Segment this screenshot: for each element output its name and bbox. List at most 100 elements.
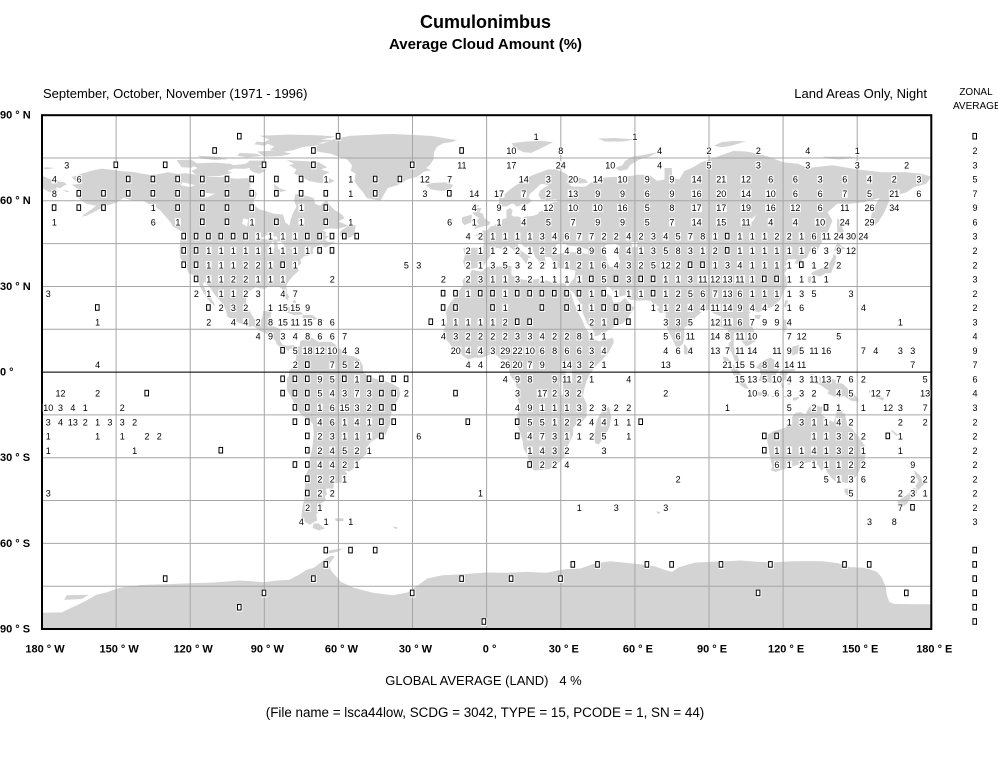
svg-text:1: 1: [52, 217, 57, 227]
svg-text:2: 2: [861, 460, 866, 470]
svg-text:8: 8: [676, 246, 681, 256]
svg-text:2: 2: [466, 275, 471, 285]
svg-text:9: 9: [552, 374, 557, 384]
svg-text:3: 3: [354, 403, 359, 413]
svg-text:2: 2: [638, 260, 643, 270]
svg-text:2: 2: [552, 332, 557, 342]
svg-text:2: 2: [256, 317, 261, 327]
svg-text:3: 3: [490, 346, 495, 356]
svg-text:2: 2: [972, 460, 977, 470]
svg-text:18: 18: [303, 346, 313, 356]
svg-text:4: 4: [472, 203, 477, 213]
svg-text:1: 1: [626, 432, 631, 442]
svg-text:1: 1: [626, 417, 631, 427]
svg-text:9: 9: [305, 303, 310, 313]
svg-text:1: 1: [787, 260, 792, 270]
svg-text:7: 7: [688, 232, 693, 242]
svg-text:1: 1: [46, 446, 51, 456]
svg-text:2: 2: [466, 246, 471, 256]
svg-text:1: 1: [589, 260, 594, 270]
svg-text:6: 6: [77, 175, 82, 185]
svg-text:2: 2: [219, 303, 224, 313]
svg-text:4: 4: [317, 417, 322, 427]
svg-text:1: 1: [249, 217, 254, 227]
svg-text:6: 6: [818, 189, 823, 199]
svg-text:10: 10: [327, 346, 337, 356]
svg-text:1: 1: [243, 246, 248, 256]
svg-text:1: 1: [638, 289, 643, 299]
svg-text:1: 1: [367, 432, 372, 442]
svg-text:10: 10: [766, 189, 776, 199]
svg-text:11: 11: [735, 332, 744, 342]
svg-text:3: 3: [64, 160, 69, 170]
svg-text:9: 9: [540, 360, 545, 370]
svg-text:1: 1: [750, 275, 755, 285]
svg-text:1: 1: [354, 432, 359, 442]
svg-text:3: 3: [688, 275, 693, 285]
svg-text:7: 7: [713, 289, 718, 299]
svg-text:1: 1: [206, 260, 211, 270]
svg-text:10: 10: [568, 203, 578, 213]
svg-text:4: 4: [478, 360, 483, 370]
svg-text:0 °: 0 °: [0, 367, 14, 379]
svg-text:7: 7: [293, 289, 298, 299]
svg-text:11: 11: [809, 374, 818, 384]
svg-text:17: 17: [494, 189, 504, 199]
svg-text:2: 2: [478, 232, 483, 242]
svg-text:9: 9: [620, 217, 625, 227]
svg-text:1: 1: [478, 489, 483, 499]
svg-text:1: 1: [175, 217, 180, 227]
svg-text:6: 6: [811, 232, 816, 242]
svg-text:1: 1: [663, 289, 668, 299]
svg-text:1: 1: [219, 289, 224, 299]
svg-text:6: 6: [645, 189, 650, 199]
svg-text:4: 4: [317, 460, 322, 470]
svg-text:3: 3: [799, 417, 804, 427]
svg-text:15: 15: [290, 303, 300, 313]
svg-text:8: 8: [305, 332, 310, 342]
svg-text:2: 2: [404, 389, 409, 399]
svg-text:1: 1: [774, 446, 779, 456]
svg-text:2: 2: [904, 160, 909, 170]
svg-text:24: 24: [840, 217, 850, 227]
svg-text:9: 9: [737, 303, 742, 313]
svg-text:5: 5: [342, 446, 347, 456]
svg-text:8: 8: [725, 332, 730, 342]
svg-text:7: 7: [521, 189, 526, 199]
svg-text:1: 1: [268, 275, 273, 285]
svg-text:7: 7: [447, 175, 452, 185]
svg-text:2: 2: [892, 175, 897, 185]
svg-text:6: 6: [842, 175, 847, 185]
svg-text:3: 3: [416, 260, 421, 270]
svg-text:15: 15: [735, 360, 745, 370]
svg-text:9: 9: [972, 346, 977, 356]
svg-text:4: 4: [768, 217, 773, 227]
svg-text:1: 1: [632, 132, 637, 142]
svg-text:21: 21: [722, 360, 732, 370]
svg-text:6: 6: [916, 189, 921, 199]
svg-text:2: 2: [713, 246, 718, 256]
svg-text:1: 1: [317, 503, 322, 513]
svg-text:1: 1: [132, 446, 137, 456]
svg-text:1: 1: [787, 460, 792, 470]
svg-text:2: 2: [910, 474, 915, 484]
svg-text:4: 4: [299, 517, 304, 527]
svg-text:7: 7: [972, 360, 977, 370]
svg-text:9: 9: [317, 374, 322, 384]
svg-text:3: 3: [663, 503, 668, 513]
svg-text:2: 2: [120, 403, 125, 413]
svg-text:5: 5: [836, 332, 841, 342]
svg-text:4: 4: [95, 360, 100, 370]
svg-text:2: 2: [256, 260, 261, 270]
svg-text:2: 2: [577, 374, 582, 384]
svg-text:2: 2: [614, 232, 619, 242]
svg-text:2: 2: [194, 289, 199, 299]
svg-text:5: 5: [651, 260, 656, 270]
svg-text:3: 3: [46, 489, 51, 499]
svg-text:5: 5: [688, 289, 693, 299]
svg-text:2: 2: [305, 503, 310, 513]
svg-text:2: 2: [638, 232, 643, 242]
svg-text:9: 9: [762, 389, 767, 399]
svg-text:1: 1: [774, 260, 779, 270]
svg-text:3: 3: [836, 446, 841, 456]
